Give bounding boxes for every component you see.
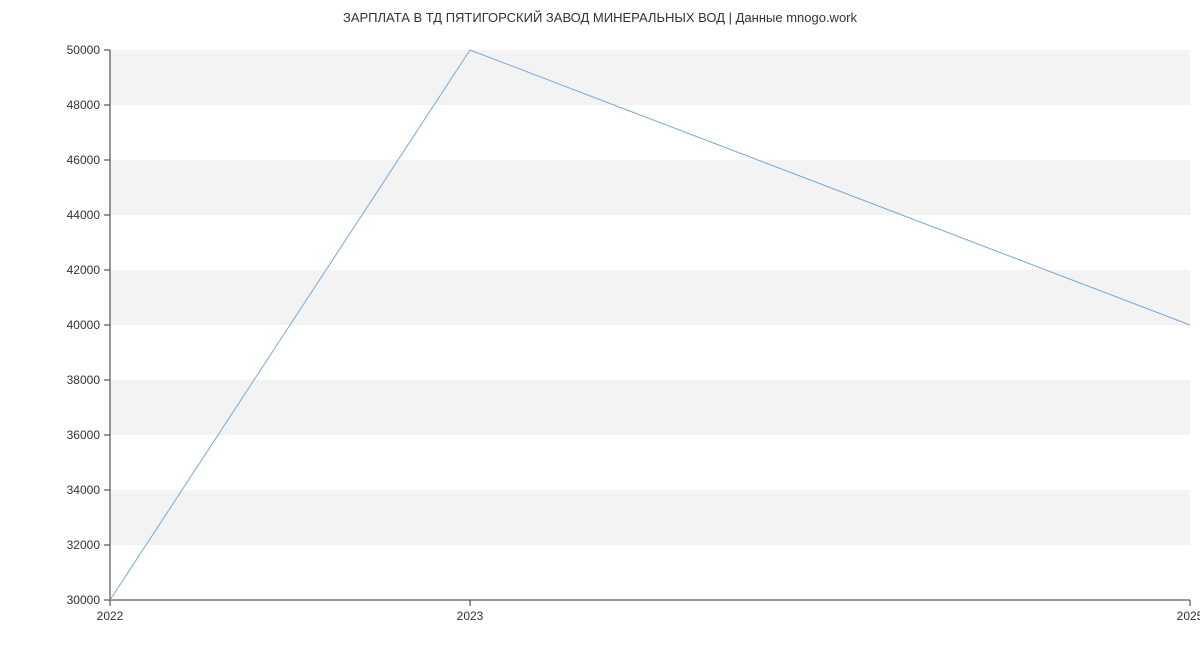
chart-svg: 30000 32000 34000 36000 38000 40000 42000 44000… — [0, 30, 1200, 650]
chart-container: 30000 32000 34000 36000 38000 40000 42000 44000… — [0, 30, 1200, 650]
y-tick-label: 36000 — [67, 428, 101, 442]
grid-band — [110, 50, 1190, 105]
grid-band — [110, 490, 1190, 545]
grid-band — [110, 160, 1190, 215]
y-tick-label: 48000 — [67, 98, 101, 112]
y-tick-label: 44000 — [67, 208, 101, 222]
y-tick-label: 38000 — [67, 373, 101, 387]
grid-band — [110, 270, 1190, 325]
y-tick-label: 40000 — [67, 318, 101, 332]
grid-band — [110, 380, 1190, 435]
x-tick-label: 2023 — [457, 609, 484, 623]
y-tick-label: 30000 — [67, 593, 101, 607]
y-tick-label: 32000 — [67, 538, 101, 552]
x-tick-label: 2022 — [97, 609, 124, 623]
y-tick-label: 42000 — [67, 263, 101, 277]
y-tick-label: 46000 — [67, 153, 101, 167]
chart-title: ЗАРПЛАТА В ТД ПЯТИГОРСКИЙ ЗАВОД МИНЕРАЛЬ… — [0, 10, 1200, 25]
y-tick-label: 50000 — [67, 43, 101, 57]
x-tick-label: 2025 — [1177, 609, 1200, 623]
y-tick-label: 34000 — [67, 483, 101, 497]
